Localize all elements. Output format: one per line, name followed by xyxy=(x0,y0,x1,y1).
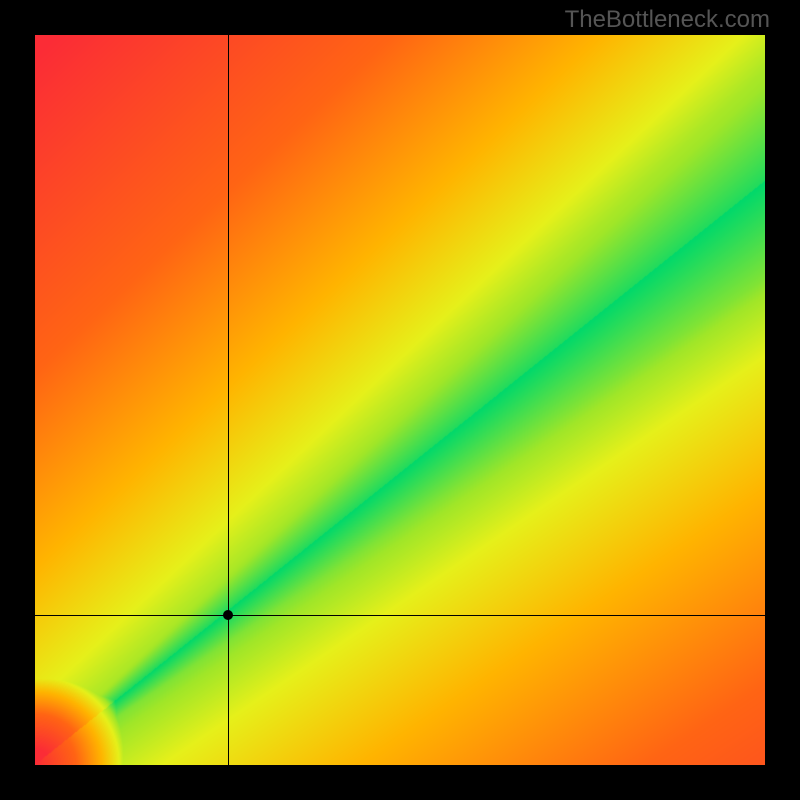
heatmap-canvas xyxy=(35,35,765,765)
watermark-text: TheBottleneck.com xyxy=(565,6,770,34)
plot-area xyxy=(35,35,765,765)
crosshair-marker xyxy=(223,610,233,620)
crosshair-horizontal xyxy=(35,615,765,616)
crosshair-vertical xyxy=(228,35,229,765)
chart-container: TheBottleneck.com xyxy=(0,0,800,800)
